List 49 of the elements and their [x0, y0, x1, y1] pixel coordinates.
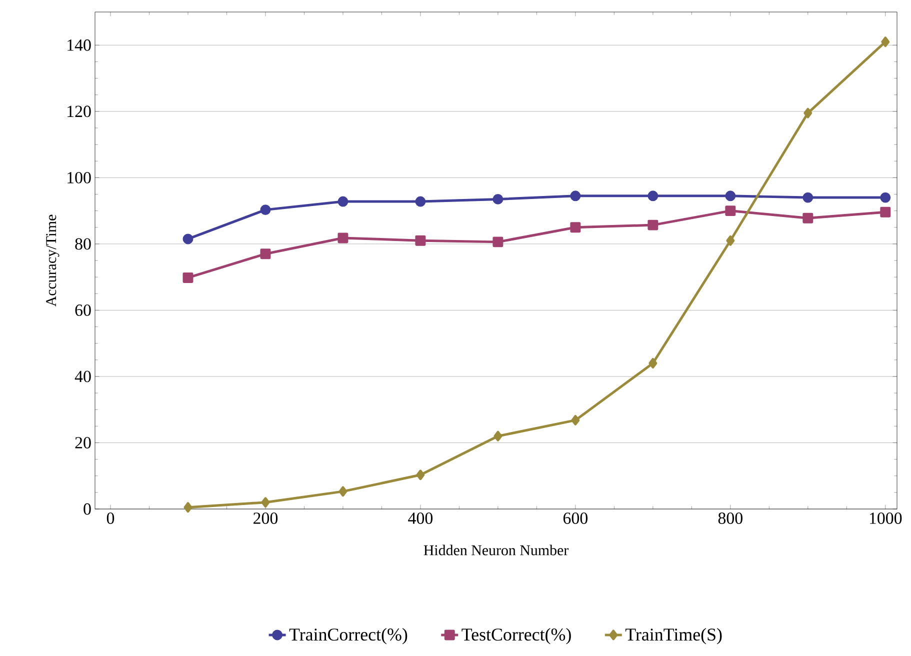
point [570, 190, 581, 202]
x-axis-title: Hidden Neuron Number [424, 544, 568, 556]
x-tick-label: 800 [718, 512, 742, 524]
point [880, 206, 891, 218]
point [648, 358, 658, 368]
point [726, 235, 735, 246]
y-axis-title: Accuracy/Time [46, 214, 60, 307]
point [802, 212, 814, 224]
x-tick-label: 200 [254, 512, 278, 524]
point [415, 235, 426, 246]
y-tick-label: 0 [84, 503, 91, 515]
point [802, 192, 814, 203]
point [182, 234, 194, 244]
x-tick-label: 0 [106, 512, 114, 524]
point [570, 222, 581, 233]
point [260, 248, 271, 260]
legend-label: TrainTime(S) [625, 628, 722, 644]
legend-label: TestCorrect(%) [462, 628, 571, 644]
point [261, 497, 270, 508]
y-tick-label: 40 [74, 370, 91, 382]
point [648, 220, 658, 230]
point [182, 272, 194, 283]
x-tick-label: 600 [563, 512, 588, 524]
point [880, 192, 891, 203]
point [338, 196, 348, 207]
y-tick-label: 120 [68, 106, 91, 118]
point [416, 470, 425, 480]
point [648, 190, 658, 202]
point [804, 108, 812, 118]
point [492, 194, 504, 204]
point [184, 502, 192, 513]
point [494, 430, 502, 442]
point [492, 236, 504, 248]
x-tick-label: 400 [408, 512, 433, 524]
point [338, 232, 348, 244]
point [415, 196, 426, 207]
y-tick-label: 100 [68, 172, 91, 184]
point [725, 206, 736, 216]
y-tick-label: 80 [75, 238, 91, 250]
y-tick-label: 20 [75, 437, 91, 448]
point [725, 190, 736, 202]
point [338, 486, 348, 497]
point [571, 414, 580, 426]
y-tick-label: 140 [68, 39, 91, 51]
legend-label: TrainCorrect(%) [289, 628, 408, 644]
point [881, 36, 890, 48]
point [260, 204, 271, 216]
y-tick-label: 60 [75, 304, 91, 316]
x-tick-label: 1000 [870, 512, 902, 524]
